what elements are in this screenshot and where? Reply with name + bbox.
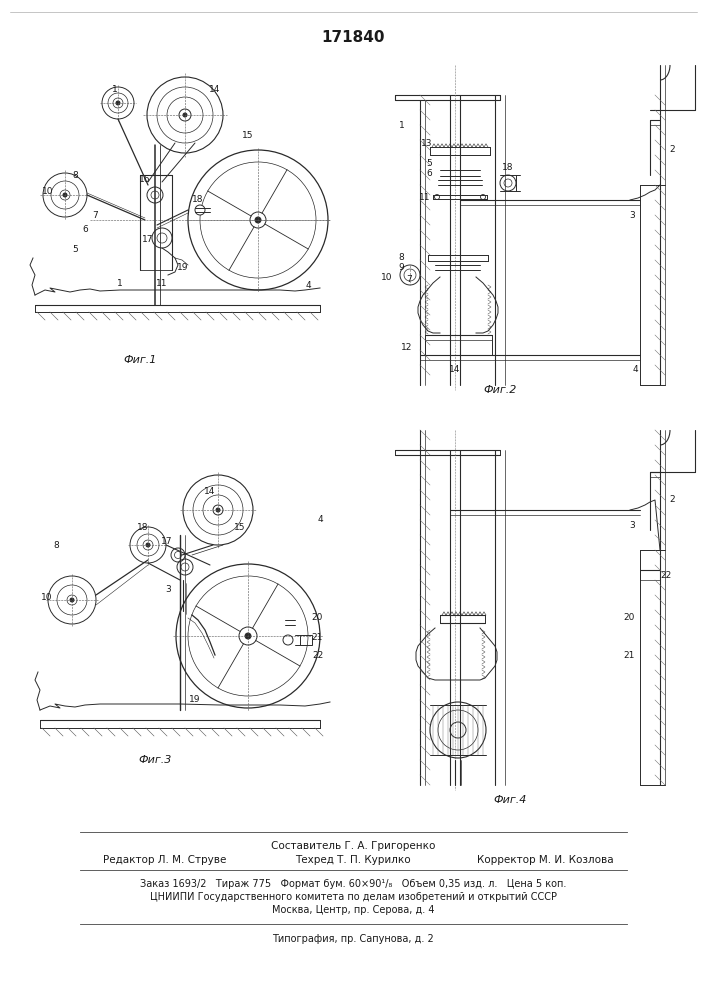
Text: Фиг.3: Фиг.3 bbox=[139, 755, 172, 765]
Circle shape bbox=[216, 508, 220, 512]
Text: 14: 14 bbox=[204, 488, 216, 496]
Text: 11: 11 bbox=[156, 278, 168, 288]
Text: 15: 15 bbox=[234, 524, 246, 532]
Text: 2: 2 bbox=[670, 145, 674, 154]
Text: 6: 6 bbox=[82, 226, 88, 234]
Text: 1: 1 bbox=[117, 278, 123, 288]
Text: 20: 20 bbox=[311, 613, 322, 622]
Text: 5: 5 bbox=[426, 158, 432, 167]
Text: 18: 18 bbox=[137, 524, 148, 532]
Text: 1: 1 bbox=[112, 86, 118, 95]
Text: Заказ 1693/2   Тираж 775   Формат бум. 60×90¹/₈   Объем 0,35 изд. л.   Цена 5 ко: Заказ 1693/2 Тираж 775 Формат бум. 60×90… bbox=[140, 879, 566, 889]
Circle shape bbox=[146, 543, 150, 547]
Text: Редактор Л. М. Струве: Редактор Л. М. Струве bbox=[103, 855, 227, 865]
Circle shape bbox=[255, 217, 261, 223]
Text: 21: 21 bbox=[624, 650, 635, 660]
Text: 16: 16 bbox=[139, 176, 151, 184]
Text: 3: 3 bbox=[629, 211, 635, 220]
Text: 3: 3 bbox=[165, 585, 171, 594]
Text: 6: 6 bbox=[426, 169, 432, 178]
Text: Фиг.1: Фиг.1 bbox=[123, 355, 157, 365]
Text: 19: 19 bbox=[189, 696, 201, 704]
Text: 8: 8 bbox=[72, 170, 78, 180]
Text: 18: 18 bbox=[502, 163, 514, 172]
Text: 4: 4 bbox=[305, 280, 311, 290]
Text: Составитель Г. А. Григоренко: Составитель Г. А. Григоренко bbox=[271, 841, 436, 851]
Text: 22: 22 bbox=[660, 570, 671, 580]
Circle shape bbox=[63, 193, 67, 197]
Text: 12: 12 bbox=[401, 344, 412, 353]
Text: 2: 2 bbox=[670, 495, 674, 504]
Text: 14: 14 bbox=[450, 365, 461, 374]
Bar bbox=[300, 635, 312, 645]
Text: Фиг.2: Фиг.2 bbox=[484, 385, 517, 395]
Text: ЦНИИПИ Государственного комитета по делам изобретений и открытий СССР: ЦНИИПИ Государственного комитета по дела… bbox=[149, 892, 556, 902]
Circle shape bbox=[70, 598, 74, 602]
Text: 10: 10 bbox=[42, 188, 54, 196]
Text: 1: 1 bbox=[399, 120, 405, 129]
Text: 11: 11 bbox=[419, 192, 430, 202]
Text: 8: 8 bbox=[53, 540, 59, 550]
Text: 17: 17 bbox=[142, 235, 153, 244]
Text: 15: 15 bbox=[243, 130, 254, 139]
Text: Фиг.4: Фиг.4 bbox=[493, 795, 527, 805]
Circle shape bbox=[183, 113, 187, 117]
Text: 7: 7 bbox=[407, 275, 412, 284]
Text: 20: 20 bbox=[624, 613, 635, 622]
Text: 4: 4 bbox=[632, 365, 638, 374]
Text: 171840: 171840 bbox=[321, 30, 385, 45]
Text: Техред Т. П. Курилко: Техред Т. П. Курилко bbox=[296, 855, 411, 865]
Text: 14: 14 bbox=[209, 86, 221, 95]
Circle shape bbox=[245, 633, 251, 639]
Text: Москва, Центр, пр. Серова, д. 4: Москва, Центр, пр. Серова, д. 4 bbox=[271, 905, 434, 915]
Text: 4: 4 bbox=[317, 516, 323, 524]
Text: 19: 19 bbox=[177, 263, 189, 272]
Circle shape bbox=[195, 205, 205, 215]
Text: 21: 21 bbox=[311, 634, 322, 643]
Text: 18: 18 bbox=[192, 196, 204, 205]
Text: 17: 17 bbox=[161, 538, 173, 546]
Circle shape bbox=[116, 101, 120, 105]
Text: 10: 10 bbox=[380, 273, 392, 282]
Text: 8: 8 bbox=[398, 253, 404, 262]
Text: 5: 5 bbox=[72, 245, 78, 254]
Text: 3: 3 bbox=[629, 520, 635, 530]
Text: 22: 22 bbox=[312, 650, 324, 660]
Text: Корректор М. И. Козлова: Корректор М. И. Козлова bbox=[477, 855, 613, 865]
Text: 7: 7 bbox=[92, 211, 98, 220]
Text: Типография, пр. Сапунова, д. 2: Типография, пр. Сапунова, д. 2 bbox=[272, 934, 434, 944]
Text: 9: 9 bbox=[398, 263, 404, 272]
Text: 10: 10 bbox=[41, 593, 53, 602]
Text: 13: 13 bbox=[421, 138, 432, 147]
